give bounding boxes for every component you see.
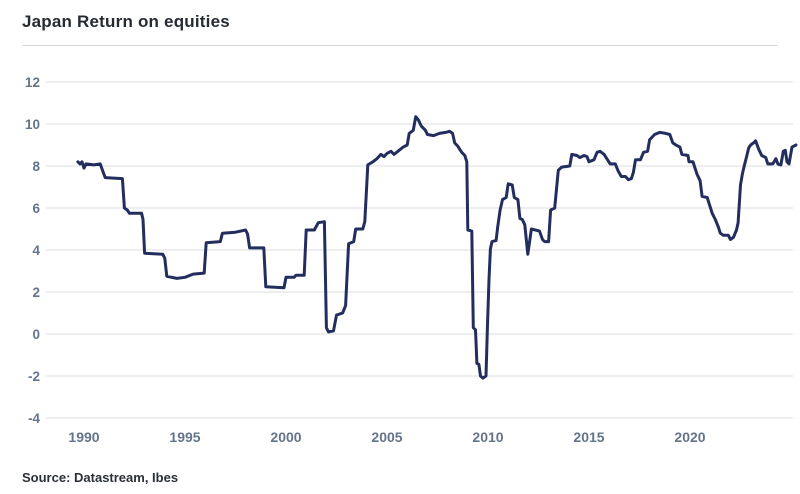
series-line-0 xyxy=(76,115,798,380)
x-tick-label-1995: 1995 xyxy=(169,429,200,445)
x-tick-label-1990: 1990 xyxy=(68,429,99,445)
x-tick-label-2020: 2020 xyxy=(674,429,705,445)
y-tick-label--2: -2 xyxy=(28,369,40,384)
y-tick-label-12: 12 xyxy=(25,75,40,90)
x-tick-label-2010: 2010 xyxy=(472,429,503,445)
x-tick-label-2015: 2015 xyxy=(573,429,604,445)
y-tick-label-2: 2 xyxy=(32,285,40,300)
source-note: Source: Datastream, Ibes xyxy=(22,470,179,485)
y-tick-label-8: 8 xyxy=(32,159,40,174)
y-tick-label-10: 10 xyxy=(25,117,40,132)
x-tick-label-2005: 2005 xyxy=(371,429,402,445)
x-tick-label-2000: 2000 xyxy=(270,429,301,445)
chart-title: Japan Return on equities xyxy=(22,12,230,31)
title-divider xyxy=(22,45,778,46)
y-tick-label-6: 6 xyxy=(32,201,40,216)
y-tick-label-4: 4 xyxy=(32,243,40,258)
y-tick-label-0: 0 xyxy=(32,327,40,342)
y-tick-label--4: -4 xyxy=(28,411,40,426)
